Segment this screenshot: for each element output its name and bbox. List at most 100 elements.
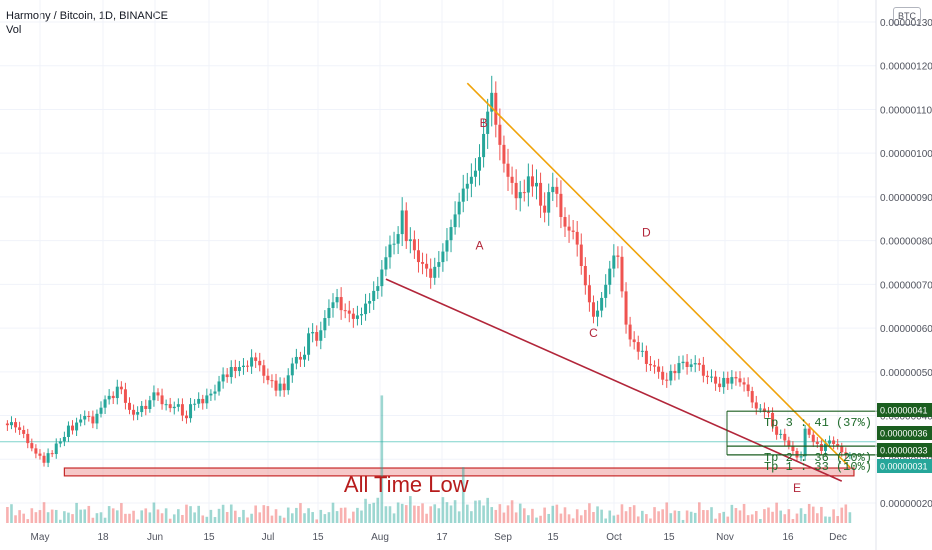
- volume-bar: [22, 513, 25, 523]
- volume-bar: [339, 507, 343, 523]
- candle: [522, 179, 526, 202]
- volume-bar: [698, 502, 701, 523]
- x-axis-tick-label: May: [31, 532, 50, 543]
- candle: [30, 438, 34, 452]
- candle: [132, 404, 136, 421]
- volume-bar: [421, 503, 424, 523]
- candle-body: [168, 404, 172, 409]
- candle-body: [490, 92, 494, 112]
- volume-bar: [620, 504, 624, 523]
- candle-body: [83, 415, 87, 420]
- candle: [400, 197, 404, 247]
- candle: [490, 75, 494, 127]
- candle-body: [681, 361, 685, 364]
- candle: [18, 421, 22, 435]
- volume-bar: [514, 512, 518, 523]
- candle: [612, 244, 616, 278]
- candle: [628, 316, 632, 347]
- volume-bar: [213, 517, 217, 523]
- volume-bar: [543, 507, 546, 523]
- volume-bar: [193, 512, 196, 523]
- candle: [416, 238, 420, 273]
- candle: [408, 227, 412, 254]
- candle-body: [494, 92, 498, 125]
- candle: [99, 401, 103, 418]
- volume-bar: [360, 510, 363, 523]
- x-axis-tick-label: Dec: [829, 532, 847, 543]
- currency-badge[interactable]: BTC: [893, 7, 921, 25]
- volume-bar: [282, 517, 286, 523]
- volume-bar: [596, 506, 599, 523]
- candle: [653, 360, 657, 374]
- candle: [14, 418, 18, 433]
- candle: [136, 406, 140, 421]
- candle: [58, 438, 62, 448]
- candle: [412, 230, 416, 259]
- volume-bar: [286, 507, 290, 523]
- candle-body: [738, 378, 742, 383]
- candle: [75, 417, 79, 436]
- volume-bar: [474, 500, 477, 523]
- candle-body: [400, 210, 404, 235]
- candle: [298, 351, 302, 367]
- candle: [754, 395, 758, 415]
- candle-body: [278, 383, 282, 391]
- volume-bar: [539, 515, 542, 523]
- candle-body: [213, 391, 217, 394]
- x-axis-tick-label: Jul: [262, 532, 275, 543]
- candle-body: [193, 403, 197, 405]
- volume-bar: [567, 514, 571, 523]
- volume-bar: [791, 519, 795, 523]
- volume-bar: [685, 510, 689, 523]
- candle: [738, 371, 742, 387]
- volume-bar: [50, 509, 54, 523]
- volume-bar: [510, 500, 514, 523]
- candle-body: [710, 376, 714, 378]
- candle: [225, 368, 229, 383]
- y-axis-tick-label: 0.00000100: [880, 149, 932, 160]
- candle: [722, 371, 726, 394]
- candle: [766, 406, 770, 418]
- candle: [779, 429, 783, 439]
- candle-body: [380, 269, 384, 287]
- y-axis-tick-label: 0.00000070: [880, 280, 932, 291]
- volume-bar: [734, 508, 738, 523]
- candle: [445, 228, 449, 262]
- candle: [457, 192, 461, 228]
- volume-bar: [262, 505, 266, 523]
- volume-bar: [632, 505, 636, 523]
- volume-bar: [653, 507, 656, 523]
- candle: [404, 202, 408, 249]
- volume-bar: [120, 503, 123, 523]
- volume-bar: [624, 511, 628, 523]
- volume-bar: [579, 515, 583, 523]
- candle: [148, 395, 152, 413]
- y-axis-tick-label: 0.00000130: [880, 18, 932, 29]
- candle-body: [372, 290, 376, 301]
- volume-bar: [221, 504, 225, 523]
- candle-body: [429, 268, 433, 278]
- candle: [636, 335, 640, 360]
- candle: [351, 308, 355, 328]
- candle-body: [197, 398, 201, 404]
- candle: [714, 370, 718, 391]
- volume-bar: [665, 502, 669, 523]
- candle-body: [115, 386, 119, 399]
- candle: [844, 447, 848, 460]
- volume-bar: [30, 508, 34, 523]
- candle-body: [38, 453, 42, 456]
- candle: [388, 235, 392, 269]
- candle: [262, 359, 266, 384]
- candle: [303, 346, 307, 367]
- candle: [376, 276, 380, 300]
- candle-body: [701, 364, 705, 376]
- volume-bar: [478, 500, 481, 523]
- volume-bar: [71, 514, 74, 523]
- x-axis-tick-label: 15: [312, 532, 324, 543]
- candle-body: [596, 310, 600, 317]
- volume-bar: [303, 513, 306, 523]
- candle-body: [246, 365, 250, 367]
- volume-indicator-label[interactable]: Vol: [6, 24, 22, 36]
- candle-body: [726, 377, 730, 384]
